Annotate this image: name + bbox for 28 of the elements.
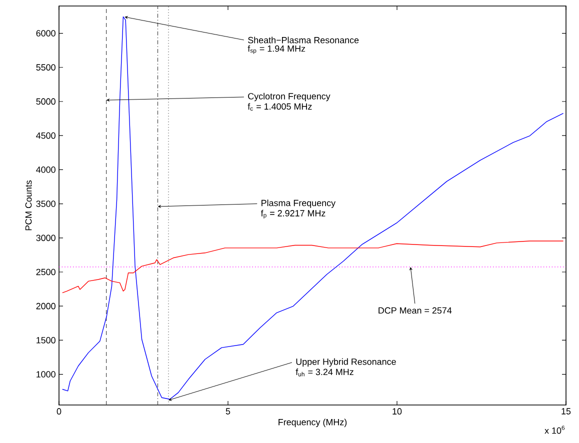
y-tick-label: 5500 bbox=[36, 64, 56, 71]
annotation: f$_{sp}$ = 1.94 MHz bbox=[248, 45, 306, 54]
y-tick-label: 4000 bbox=[36, 166, 56, 173]
x-tick-label: 15 bbox=[562, 408, 571, 414]
x-tick-label: 0 bbox=[56, 408, 62, 415]
y-tick-label: 1000 bbox=[36, 371, 56, 378]
y-tick-label: 1500 bbox=[36, 337, 56, 344]
x-tick-label: 5 bbox=[226, 408, 230, 414]
annotation: Sheath−Plasma Resonance bbox=[248, 36, 359, 44]
annotation: Plasma Frequency bbox=[262, 200, 336, 208]
annotation: f$_{c}$ = 1.4005 MHz bbox=[248, 103, 312, 111]
y-tick-label: 5000 bbox=[36, 98, 56, 105]
line-series bbox=[62, 16, 564, 401]
text: x 10$^{6}$ bbox=[544, 426, 565, 434]
y-tick-label: 3500 bbox=[36, 200, 56, 207]
annotation: Upper Hybrid Resonance bbox=[296, 358, 396, 367]
x-axis-title: Frequency (MHz) bbox=[278, 418, 347, 428]
y-tick-label: 2000 bbox=[36, 302, 56, 310]
annotation: f$_{uh}$ = 3.24 MHz bbox=[296, 368, 354, 376]
y-tick-label: 6000 bbox=[36, 30, 56, 36]
annotation: Cyclotron Frequency bbox=[248, 92, 330, 102]
y-axis-title: PCM Counts bbox=[25, 180, 32, 230]
y-tick-label: 3000 bbox=[36, 234, 56, 242]
x-tick-label: 10 bbox=[392, 408, 402, 415]
annotation: DCP Mean = 2574 bbox=[378, 307, 452, 314]
y-tick-label: 4500 bbox=[36, 132, 56, 139]
annotation: f$_{p}$ = 2.9217 MHz bbox=[260, 210, 326, 219]
y-tick-label: 2500 bbox=[36, 268, 56, 276]
